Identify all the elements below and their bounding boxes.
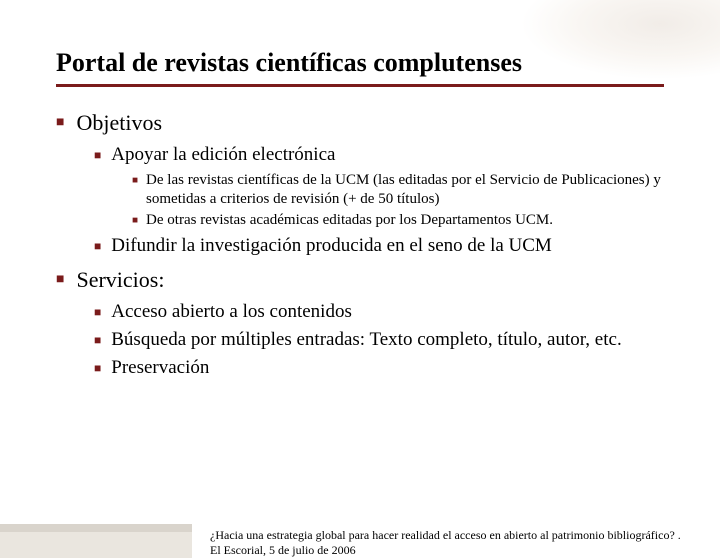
bullet-text: Preservación [111, 356, 209, 380]
list-item: ■ Difundir la investigación producida en… [94, 234, 664, 258]
slide-content: Portal de revistas científicas compluten… [0, 0, 720, 380]
bullet-text: De otras revistas académicas editadas po… [146, 211, 553, 230]
bullet-list: ■ Objetivos ■ Apoyar la edición electrón… [56, 109, 664, 380]
footer-text: ¿Hacia una estrategia global para hacer … [210, 528, 690, 558]
slide-title: Portal de revistas científicas compluten… [56, 48, 664, 78]
bullet-icon: ■ [56, 266, 64, 294]
list-item: ■ Servicios: [56, 266, 664, 294]
bullet-icon: ■ [56, 109, 64, 137]
bullet-icon: ■ [94, 234, 101, 258]
list-item: ■ Objetivos [56, 109, 664, 137]
footer-bar-top [0, 524, 192, 532]
list-item: ■ De las revistas científicas de la UCM … [132, 171, 664, 209]
bullet-icon: ■ [132, 211, 138, 230]
bullet-icon: ■ [94, 143, 101, 167]
bullet-text: Objetivos [76, 109, 162, 137]
list-item: ■ Búsqueda por múltiples entradas: Texto… [94, 328, 664, 352]
bullet-text: Búsqueda por múltiples entradas: Texto c… [111, 328, 621, 352]
bullet-icon: ■ [94, 328, 101, 352]
bullet-text: Servicios: [76, 266, 164, 294]
footer-bar-bottom [0, 532, 192, 558]
footer-line2: El Escorial, 5 de julio de 2006 [210, 543, 356, 557]
bullet-icon: ■ [94, 356, 101, 380]
title-underline [56, 84, 664, 87]
bullet-text: De las revistas científicas de la UCM (l… [146, 171, 664, 209]
bullet-text: Apoyar la edición electrónica [111, 143, 335, 167]
list-item: ■ Acceso abierto a los contenidos [94, 300, 664, 324]
list-item: ■ Apoyar la edición electrónica [94, 143, 664, 167]
bullet-icon: ■ [132, 171, 138, 190]
list-item: ■ Preservación [94, 356, 664, 380]
bullet-icon: ■ [94, 300, 101, 324]
bullet-text: Difundir la investigación producida en e… [111, 234, 552, 258]
bullet-text: Acceso abierto a los contenidos [111, 300, 352, 324]
list-item: ■ De otras revistas académicas editadas … [132, 211, 664, 230]
